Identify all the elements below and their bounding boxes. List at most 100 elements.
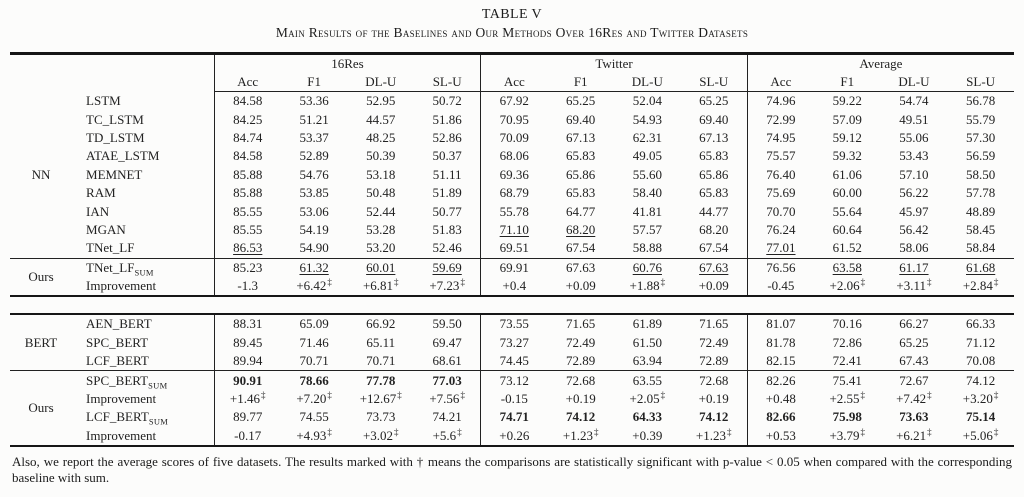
group-label: NN — [31, 166, 51, 182]
value-cell: 85.88 — [213, 183, 281, 203]
double-dagger-marker: ‡ — [860, 276, 866, 287]
value-text: 77.01 — [766, 240, 796, 256]
value-cell: 71.65 — [681, 314, 748, 333]
value-text: 52.44 — [366, 203, 396, 219]
value-text: 53.43 — [899, 148, 929, 164]
value-cell: 72.86 — [814, 334, 881, 352]
value-text: 85.23 — [233, 259, 263, 275]
value-text: 72.99 — [766, 111, 796, 127]
value-cell: 61.50 — [614, 334, 681, 352]
value-text: 73.55 — [499, 316, 529, 332]
value-text: +4.93 — [296, 427, 327, 443]
value-cell: +3.02‡ — [347, 427, 414, 446]
value-cell: 55.06 — [881, 129, 948, 147]
value-text: 73.63 — [899, 409, 929, 425]
value-cell: 72.89 — [547, 352, 614, 371]
value-cell: 48.25 — [347, 129, 414, 147]
value-cell: 63.94 — [614, 352, 681, 371]
value-text: 89.94 — [233, 353, 263, 369]
value-cell: 77.03 — [414, 370, 481, 390]
value-text: 68.61 — [432, 353, 462, 369]
value-cell: 45.97 — [881, 202, 948, 220]
double-dagger-marker: ‡ — [397, 389, 402, 400]
value-text: 69.47 — [432, 334, 462, 350]
value-cell: 65.09 — [281, 314, 348, 333]
value-text: 75.69 — [766, 185, 796, 201]
value-text: 69.40 — [699, 111, 729, 127]
value-text: 77.78 — [366, 372, 396, 388]
value-cell: 65.83 — [681, 184, 748, 202]
value-text: 71.12 — [965, 334, 996, 350]
table-row: MGAN 85.55 54.19 53.28 51.83 71.10 68.20 57.57 6… — [10, 220, 1014, 240]
value-cell: -0.17 — [213, 426, 281, 447]
value-cell: 52.44 — [347, 202, 414, 220]
method-name: TC_LSTM — [86, 111, 144, 127]
value-cell: 74.45 — [480, 352, 548, 371]
value-text: 71.65 — [566, 316, 596, 332]
header-col-slu: SL-U — [680, 73, 748, 92]
value-cell: 67.63 — [547, 257, 614, 277]
value-text: +2.84 — [962, 278, 993, 294]
value-text: 72.89 — [566, 353, 596, 369]
value-cell: 70.71 — [281, 352, 348, 371]
table-row: IAN 85.55 53.06 52.44 50.77 55.78 64.77 41.81 44… — [10, 202, 1014, 221]
value-text: 55.60 — [632, 166, 662, 182]
value-text: 65.83 — [566, 148, 596, 164]
header-corner-cell — [10, 54, 214, 92]
value-text: 72.67 — [899, 372, 929, 388]
double-dagger-marker: ‡ — [261, 389, 266, 400]
value-cell: 68.61 — [414, 352, 481, 371]
value-cell: -0.15 — [480, 389, 548, 409]
value-text: 57.57 — [632, 221, 662, 237]
value-cell: 86.53 — [213, 239, 281, 259]
header-col-acc: Acc — [746, 73, 814, 92]
value-cell: 81.07 — [746, 314, 814, 334]
value-text: 70.71 — [299, 353, 329, 369]
method-subscript: SUM — [148, 417, 169, 428]
value-cell: 75.41 — [813, 370, 881, 390]
table-number: TABLE V — [481, 7, 543, 22]
value-cell: 73.63 — [881, 408, 948, 426]
table-row: ATAE_LSTM 84.58 52.89 50.39 50.37 68.06 65.83 4… — [10, 147, 1014, 166]
value-cell: +1.88‡ — [614, 277, 681, 296]
value-cell: 50.77 — [414, 202, 481, 220]
double-dagger-marker: ‡ — [593, 426, 599, 437]
value-cell: 51.83 — [414, 221, 481, 239]
value-cell: 61.06 — [814, 166, 881, 184]
results-table-block-1: 16Res Twitter Average Acc F1 DL-U SL-U A… — [10, 52, 1014, 298]
value-cell: 90.91 — [213, 370, 281, 390]
value-text: 74.95 — [766, 129, 796, 145]
double-dagger-marker: ‡ — [660, 389, 666, 400]
value-text: 61.32 — [299, 259, 329, 275]
value-cell: 69.51 — [480, 239, 548, 259]
block-gap — [10, 297, 1014, 313]
value-text: 75.41 — [832, 372, 862, 388]
value-cell: 50.72 — [414, 92, 481, 111]
value-cell: 70.08 — [947, 352, 1014, 371]
value-text: 74.12 — [965, 372, 996, 388]
value-text: 67.43 — [899, 353, 929, 369]
value-text: 54.74 — [899, 93, 929, 109]
double-dagger-marker: ‡ — [860, 426, 866, 437]
value-cell: 61.68 — [947, 257, 1014, 277]
header-col-dlu: DL-U — [614, 73, 681, 92]
value-text: 70.70 — [766, 203, 796, 219]
value-text: 72.68 — [699, 372, 729, 388]
value-text: 82.66 — [766, 409, 796, 425]
value-cell: +0.26 — [480, 426, 548, 447]
value-cell: 51.89 — [414, 184, 481, 202]
value-text: 51.83 — [432, 221, 462, 237]
value-cell: 74.71 — [480, 408, 548, 427]
value-text: +2.55 — [829, 391, 860, 407]
value-text: 44.57 — [366, 111, 396, 127]
value-text: 51.89 — [432, 185, 462, 201]
value-cell: 68.06 — [480, 147, 548, 166]
value-text: +0.39 — [632, 427, 663, 443]
value-cell: 77.78 — [347, 370, 415, 390]
value-text: 55.79 — [966, 111, 996, 127]
value-cell: 75.98 — [814, 408, 881, 426]
value-text: 59.32 — [832, 148, 862, 164]
value-text: 75.98 — [832, 409, 862, 425]
table-row: Ours SPC_BERTSUM 90.91 78.66 77.78 77.03 73.12… — [10, 370, 1014, 447]
value-cell: 58.06 — [881, 239, 948, 258]
